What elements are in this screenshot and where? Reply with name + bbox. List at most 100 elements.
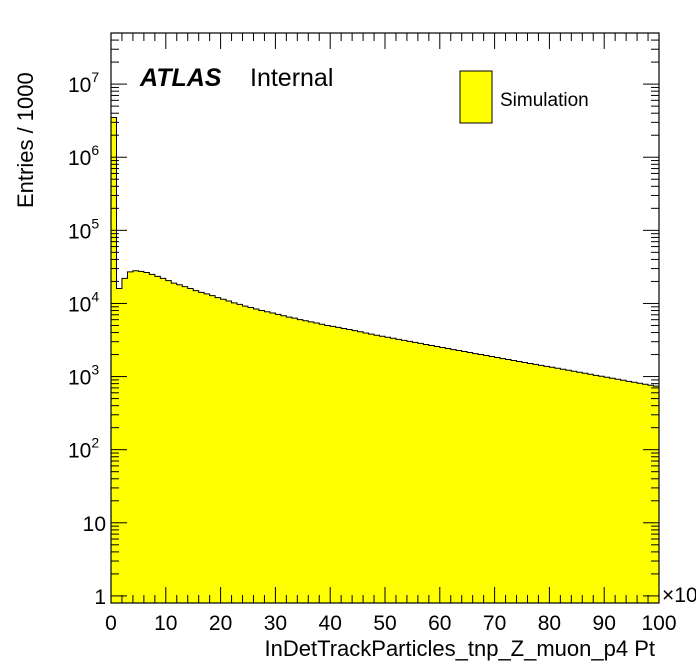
y-tick-label: 102 [68,435,99,463]
histogram-bin [269,313,276,603]
histogram-bin [516,361,523,603]
histogram-bin [543,366,550,603]
histogram-bin [335,327,342,603]
x-tick-label: 60 [428,612,451,635]
histogram-bin [313,323,320,603]
x-tick-label: 40 [319,612,342,635]
histogram-bin [461,351,468,603]
axis-ticks [110,32,660,603]
histogram-bin [121,278,128,603]
histogram-bin [319,324,326,603]
histogram-bin [587,374,594,603]
histogram-bars [111,117,660,603]
histogram-bin [374,335,380,603]
histogram-bin [445,348,452,603]
y-tick-label: 104 [68,288,99,316]
y-axis-title: Entries / 1000 [13,72,38,208]
y-tick-label: 105 [68,215,99,243]
histogram-bin [379,336,386,603]
histogram-bin [450,349,457,603]
histogram-bin [434,346,441,603]
histogram-bin [653,386,660,603]
histogram-bin [395,339,402,603]
histogram-bin [637,383,643,603]
legend-swatch-simulation [459,70,493,124]
histogram-bin [302,320,309,603]
x-tick-label: 90 [593,612,616,635]
histogram-bin [511,360,517,603]
histogram-bin [291,318,298,603]
histogram-bin [494,357,501,603]
histogram-bin [280,315,287,603]
histogram-bin [308,321,315,603]
histogram-bin [582,373,589,603]
histogram-outline [110,116,660,603]
y-tick-label: 103 [68,362,99,390]
histogram-bin [368,334,375,603]
histogram-bin [324,325,331,603]
y-tick-label: 1 [94,586,106,609]
histogram-bin [116,288,123,603]
histogram-bin [357,331,364,603]
histogram-bin [341,328,347,603]
internal-label: Internal [250,64,333,92]
histogram-bin [143,272,150,603]
histogram-bin [138,271,145,603]
histogram-bin [346,329,353,603]
histogram-bin [297,319,304,603]
histogram-bin [489,356,495,603]
y-tick-labels: 1 10 102 103 104 105 106 107 [68,69,106,609]
histogram-bin [522,362,528,603]
histogram-bin [149,274,156,603]
histogram-bin [527,363,534,603]
histogram-bin [593,375,600,603]
histogram-bin [132,270,139,603]
histogram-bin [160,278,167,603]
histogram-bin [571,371,578,603]
histogram-bin [406,341,413,603]
histogram-bin [642,384,649,603]
histogram-bin [609,378,616,603]
atlas-label: ATLAS [139,64,222,92]
x-tick-label: 30 [264,612,287,635]
x-tick-label: 70 [483,612,506,635]
histogram-bin [423,344,430,603]
histogram-bin [187,288,194,603]
histogram-bin [648,385,654,603]
histogram-bin [598,376,605,603]
histogram-bin [478,354,484,603]
histogram-bin [220,299,227,603]
histogram-bin [604,377,610,603]
histogram-bin [390,338,397,603]
histogram-bin [532,364,539,603]
y-tick-label: 107 [68,69,99,97]
histogram-bin [242,306,249,603]
histogram-bin [204,293,210,603]
histogram-bin [193,290,199,603]
histogram-bin [467,352,473,603]
histogram-bin [154,276,161,603]
x-tick-label: 0 [105,612,117,635]
histogram-bin [182,286,189,603]
histogram-bin [127,271,134,603]
histogram-bin [560,369,567,603]
histogram-bin [275,314,282,603]
histogram-bin [165,280,172,603]
histogram-bin [554,368,561,603]
histogram-bin [253,308,260,603]
histogram-bin [209,295,216,603]
histogram-bin [176,284,183,603]
histogram-bin [231,302,238,603]
x-tick-label: 80 [538,612,561,635]
x-tick-label: 100 [641,612,676,635]
histogram-bin [549,367,556,603]
histogram-bin [171,283,178,603]
histogram-bin [472,353,479,603]
histogram-bin [237,304,243,603]
histogram-bin [428,345,435,603]
histogram-bin [215,297,221,603]
histogram-bin [456,350,463,603]
x-axis-multiplier: ×103 [662,580,696,607]
histogram-bin [505,359,512,603]
